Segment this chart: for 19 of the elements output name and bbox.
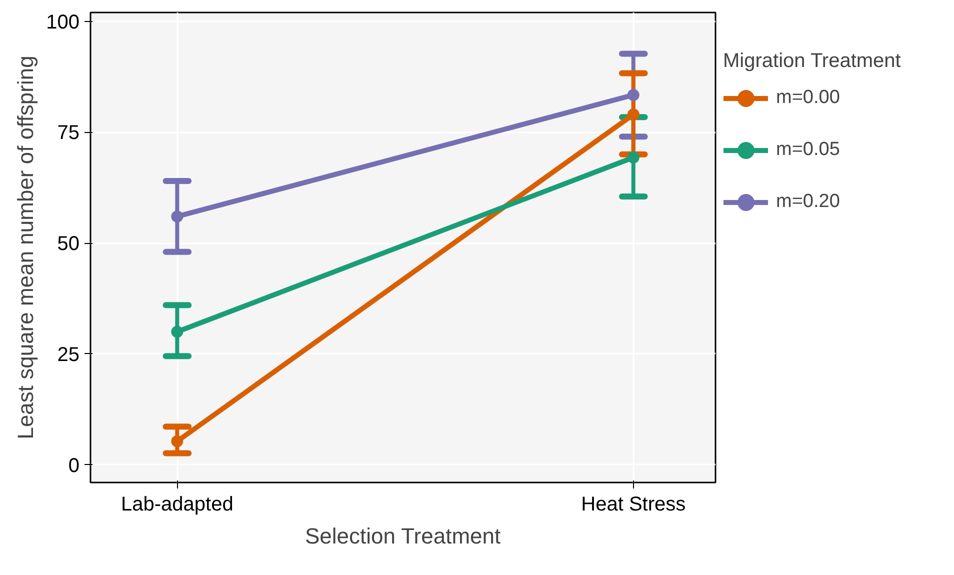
x-tick-label: Lab-adapted: [121, 494, 234, 516]
y-tick-label: 25: [57, 344, 80, 366]
point: [171, 435, 184, 448]
point: [627, 108, 640, 120]
legend-label: m=0.00: [776, 87, 840, 109]
x-axis-title: Selection Treatment: [304, 524, 501, 548]
x-tick-label: Heat Stress: [581, 494, 686, 516]
y-tick-label: 100: [46, 11, 80, 34]
y-axis-title: Least square mean number of offspring: [13, 56, 38, 440]
point: [627, 88, 640, 101]
legend-label: m=0.05: [776, 139, 840, 161]
point: [171, 326, 184, 338]
point: [171, 210, 184, 222]
y-tick-label: 50: [57, 233, 80, 256]
y-tick-label: 0: [68, 454, 80, 477]
point: [627, 152, 640, 164]
y-tick-label: 75: [57, 122, 80, 144]
legend-label: m=0.20: [776, 191, 840, 213]
legend-title: Migration Treatment: [723, 50, 901, 73]
